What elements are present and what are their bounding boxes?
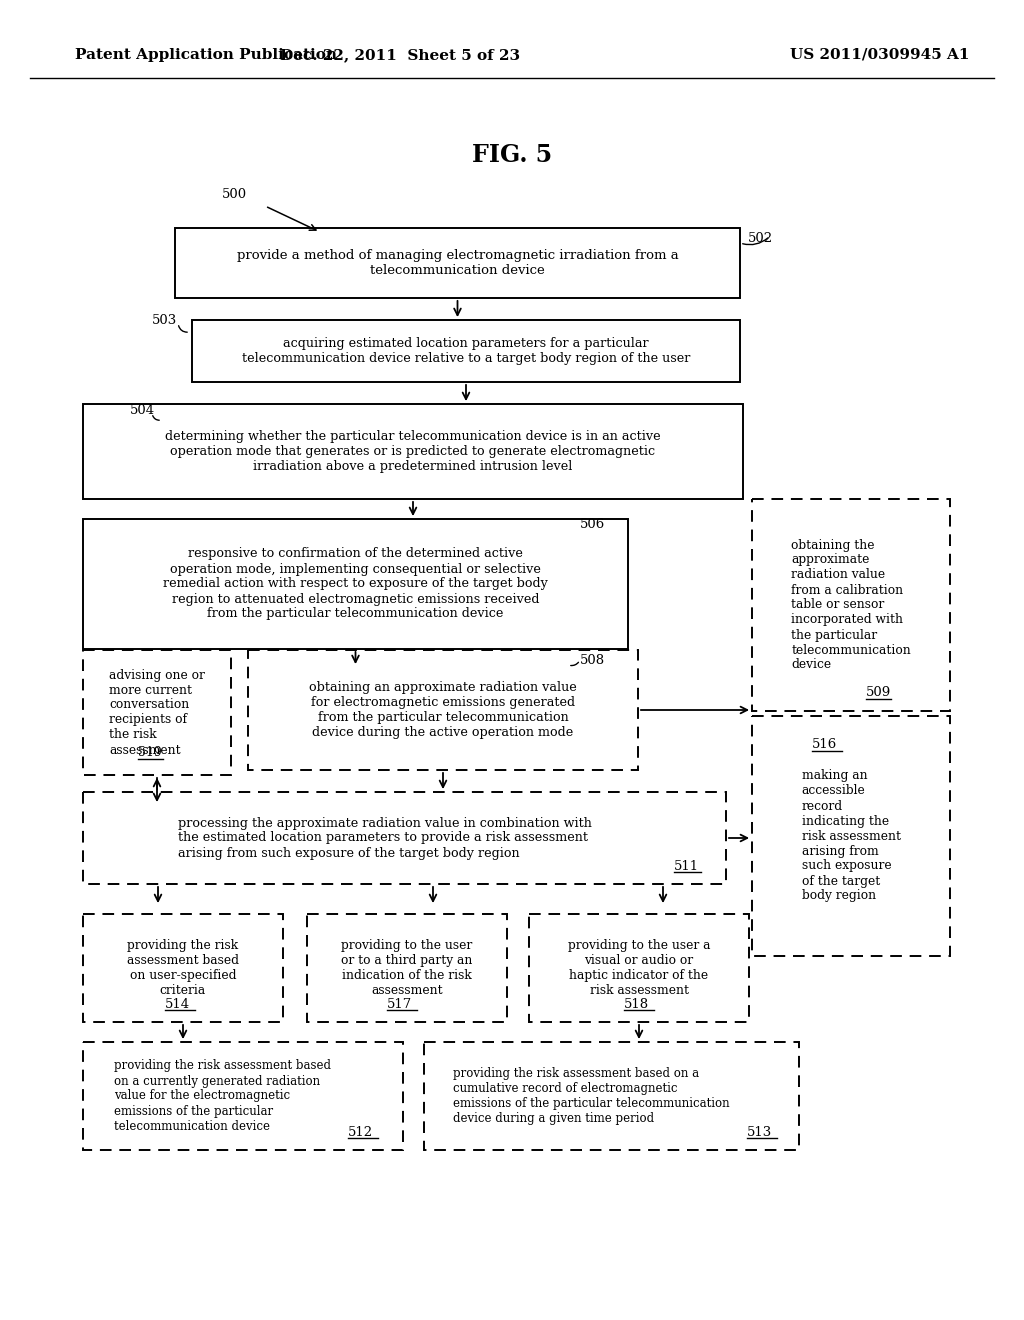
Bar — [83, 792, 726, 884]
Bar — [83, 649, 231, 775]
Bar — [83, 519, 628, 649]
Text: 504: 504 — [130, 404, 155, 417]
Text: determining whether the particular telecommunication device is in an active
oper: determining whether the particular telec… — [165, 430, 660, 473]
Bar — [248, 649, 638, 770]
Text: providing the risk assessment based
on a currently generated radiation
value for: providing the risk assessment based on a… — [115, 1060, 332, 1133]
Bar — [752, 499, 950, 711]
Text: Dec. 22, 2011  Sheet 5 of 23: Dec. 22, 2011 Sheet 5 of 23 — [280, 48, 520, 62]
Text: 517: 517 — [387, 998, 413, 1011]
Text: processing the approximate radiation value in combination with
the estimated loc: processing the approximate radiation val… — [177, 817, 592, 859]
Text: 503: 503 — [152, 314, 177, 326]
Text: 519: 519 — [138, 747, 162, 759]
Text: 511: 511 — [674, 859, 699, 873]
Text: advising one or
more current
conversation
recipients of
the risk
assessment: advising one or more current conversatio… — [110, 668, 205, 756]
Text: making an
accessible
record
indicating the
risk assessment
arising from
such exp: making an accessible record indicating t… — [802, 770, 900, 903]
Text: providing to the user
or to a third party an
indication of the risk
assessment: providing to the user or to a third part… — [341, 939, 473, 997]
Bar — [307, 913, 507, 1022]
Text: 516: 516 — [812, 738, 838, 751]
Bar — [83, 404, 743, 499]
Text: 508: 508 — [580, 653, 605, 667]
Text: 514: 514 — [165, 998, 190, 1011]
Bar — [83, 1041, 403, 1150]
Text: FIG. 5: FIG. 5 — [472, 143, 552, 168]
Bar — [193, 319, 740, 381]
Text: responsive to confirmation of the determined active
operation mode, implementing: responsive to confirmation of the determ… — [163, 548, 548, 620]
Text: 518: 518 — [624, 998, 649, 1011]
Text: providing the risk
assessment based
on user-specified
criteria: providing the risk assessment based on u… — [127, 939, 239, 997]
Text: providing to the user a
visual or audio or
haptic indicator of the
risk assessme: providing to the user a visual or audio … — [567, 939, 711, 997]
Text: 500: 500 — [222, 189, 247, 202]
Text: obtaining an approximate radiation value
for electromagnetic emissions generated: obtaining an approximate radiation value… — [309, 681, 577, 739]
Bar — [175, 228, 740, 298]
Text: 513: 513 — [746, 1126, 772, 1138]
Text: 512: 512 — [348, 1126, 373, 1138]
Bar — [752, 715, 950, 956]
Text: US 2011/0309945 A1: US 2011/0309945 A1 — [790, 48, 970, 62]
Bar — [424, 1041, 799, 1150]
Text: provide a method of managing electromagnetic irradiation from a
telecommunicatio: provide a method of managing electromagn… — [237, 249, 678, 277]
Text: providing the risk assessment based on a
cumulative record of electromagnetic
em: providing the risk assessment based on a… — [454, 1067, 730, 1125]
Bar — [83, 913, 283, 1022]
Text: acquiring estimated location parameters for a particular
telecommunication devic: acquiring estimated location parameters … — [242, 337, 690, 366]
Text: Patent Application Publication: Patent Application Publication — [75, 48, 337, 62]
Text: 509: 509 — [866, 686, 891, 700]
Text: 506: 506 — [580, 517, 605, 531]
Bar — [529, 913, 749, 1022]
Text: 502: 502 — [748, 231, 773, 244]
Text: obtaining the
approximate
radiation value
from a calibration
table or sensor
inc: obtaining the approximate radiation valu… — [792, 539, 911, 672]
